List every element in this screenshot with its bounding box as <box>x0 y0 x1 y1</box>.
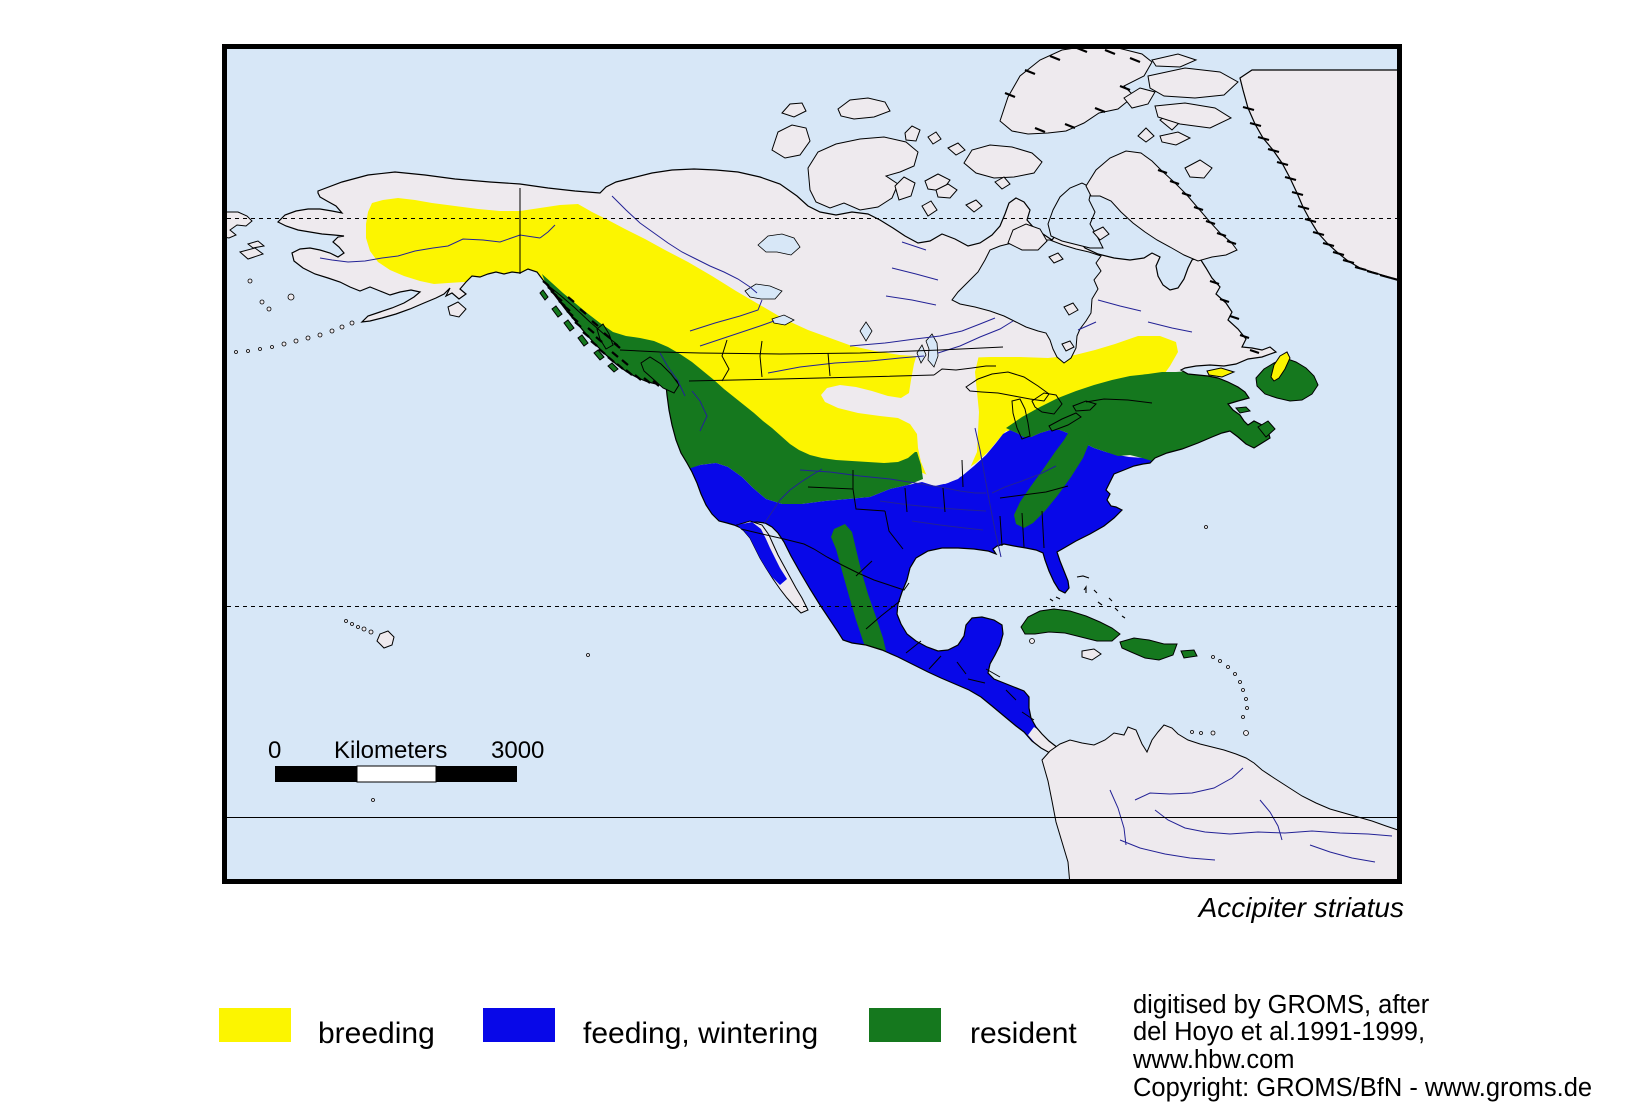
svg-text:Copyright: GROMS/BfN - www.gro: Copyright: GROMS/BfN - www.groms.de <box>1133 1074 1592 1102</box>
svg-text:breeding: breeding <box>318 1017 435 1050</box>
svg-text:www.hbw.com: www.hbw.com <box>1132 1046 1295 1074</box>
svg-text:Kilometers: Kilometers <box>334 737 447 764</box>
svg-text:digitised by GROMS, after: digitised by GROMS, after <box>1133 991 1430 1019</box>
svg-text:3000: 3000 <box>491 737 544 764</box>
svg-text:Accipiter striatus: Accipiter striatus <box>1197 892 1404 923</box>
svg-text:resident: resident <box>970 1017 1077 1050</box>
svg-text:0: 0 <box>268 737 281 764</box>
svg-text:del Hoyo et al.1991-1999,: del Hoyo et al.1991-1999, <box>1133 1018 1425 1046</box>
svg-text:feeding, wintering: feeding, wintering <box>583 1017 818 1050</box>
